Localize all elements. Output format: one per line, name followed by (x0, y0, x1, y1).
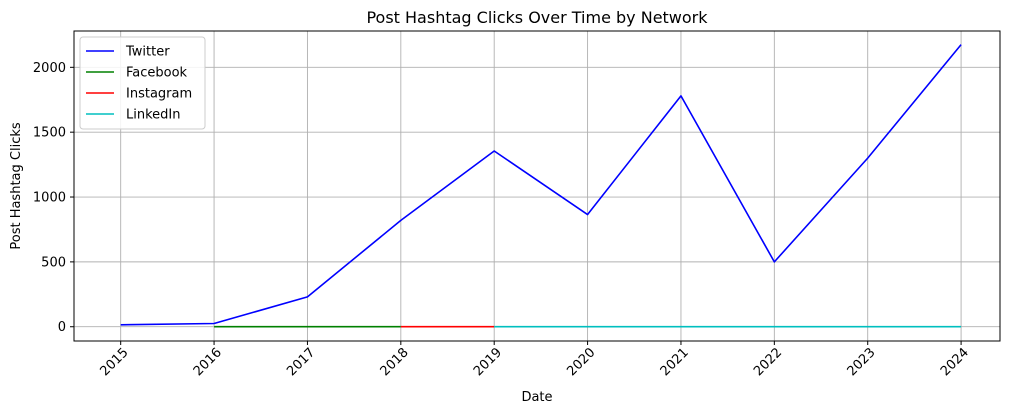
x-tick-label: 2021 (658, 345, 692, 379)
plot-frame (73, 30, 1001, 342)
chart-title: Post Hashtag Clicks Over Time by Network (366, 8, 708, 27)
x-tick-label: 2020 (564, 345, 598, 379)
y-tick-label: 2000 (33, 61, 66, 76)
y-axis-ticks: 0 500 1000 1500 2000 (33, 61, 74, 335)
x-tick-label: 2017 (284, 345, 318, 379)
legend-label-facebook: Facebook (126, 66, 188, 81)
y-tick-label: 500 (41, 255, 66, 270)
series-line-twitter (120, 44, 962, 326)
y-axis-label: Post Hashtag Clicks (9, 122, 24, 250)
legend-box (79, 36, 206, 130)
x-tick-label: 2015 (98, 345, 132, 379)
series-lines (120, 44, 962, 328)
grid (74, 31, 1000, 341)
y-tick-label: 1000 (33, 191, 66, 206)
legend-label-twitter: Twitter (125, 45, 170, 60)
y-tick-label: 0 (58, 320, 66, 335)
x-tick-label: 2018 (378, 345, 412, 379)
x-tick-label: 2024 (938, 345, 972, 379)
x-tick-label: 2019 (471, 345, 505, 379)
legend-label-instagram: Instagram (126, 87, 192, 102)
x-tick-label: 2023 (845, 345, 879, 379)
legend: Twitter Facebook Instagram LinkedIn (79, 36, 206, 130)
x-axis-ticks: 2015 2016 2017 2018 2019 2020 2021 2022 2023 2024 (98, 341, 972, 379)
x-axis-label: Date (521, 390, 552, 405)
x-tick-label: 2016 (191, 345, 225, 379)
y-tick-label: 1500 (33, 126, 66, 141)
x-tick-label: 2022 (751, 345, 785, 379)
legend-label-linkedin: LinkedIn (126, 108, 180, 123)
